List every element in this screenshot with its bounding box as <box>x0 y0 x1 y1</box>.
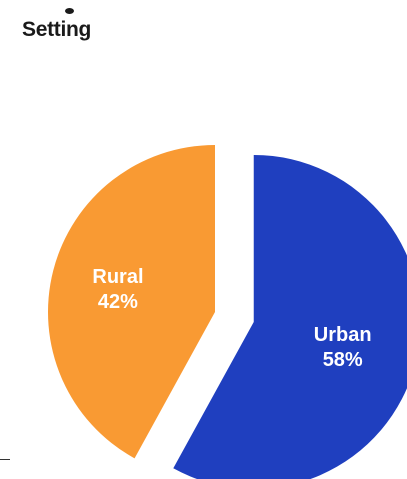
pie-slice-urban <box>173 154 407 479</box>
chart-title: Setting <box>22 18 92 41</box>
slice-label-rural: Rural <box>92 266 143 288</box>
axis-fragment <box>0 459 10 460</box>
slice-value-urban: 58% <box>323 349 363 371</box>
pie-slice-rural <box>47 145 215 459</box>
slice-value-rural: 42% <box>98 291 138 313</box>
title-decoration <box>65 8 74 14</box>
slice-label-urban: Urban <box>314 324 372 346</box>
